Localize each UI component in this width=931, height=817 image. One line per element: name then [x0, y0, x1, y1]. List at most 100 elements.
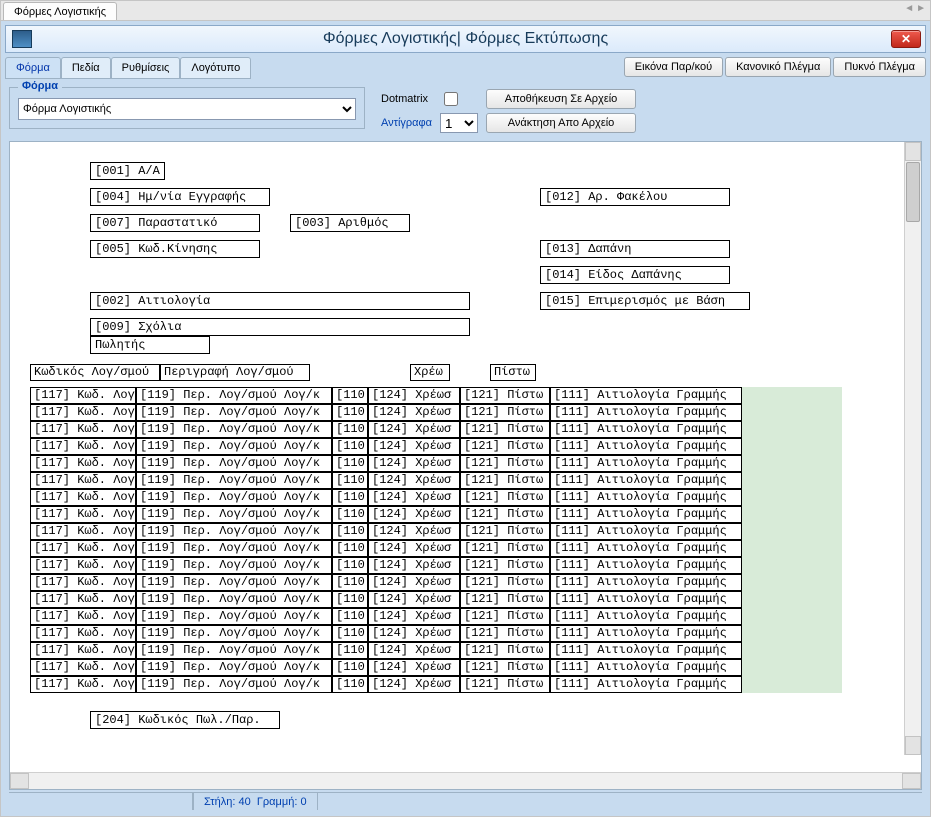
grid-cell-code[interactable]: [117] Κωδ. Λογ [30, 608, 136, 625]
tab-logotypo[interactable]: Λογότυπο [180, 57, 251, 78]
grid-cell-code[interactable]: [117] Κωδ. Λογ [30, 421, 136, 438]
grid-cell-credit[interactable]: [121] Πίστω [460, 506, 550, 523]
grid-cell-code[interactable]: [117] Κωδ. Λογ [30, 455, 136, 472]
grid-cell-col3[interactable]: [110 [332, 489, 368, 506]
grid-cell-col3[interactable]: [110 [332, 523, 368, 540]
grid-cell-code[interactable]: [117] Κωδ. Λογ [30, 523, 136, 540]
grid-cell-col3[interactable]: [110 [332, 642, 368, 659]
grid-cell-credit[interactable]: [121] Πίστω [460, 438, 550, 455]
grid-cell-debit[interactable]: [124] Χρέωσ [368, 574, 460, 591]
vertical-scrollbar-thumb[interactable] [906, 162, 920, 222]
grid-cell-code[interactable]: [117] Κωδ. Λογ [30, 591, 136, 608]
grid-cell-code[interactable]: [117] Κωδ. Λογ [30, 506, 136, 523]
grid-cell-code[interactable]: [117] Κωδ. Λογ [30, 489, 136, 506]
grid-cell-desc[interactable]: [119] Περ. Λογ/σμού Λογ/κ [136, 540, 332, 557]
grid-cell-credit[interactable]: [121] Πίστω [460, 489, 550, 506]
grid-cell-code[interactable]: [117] Κωδ. Λογ [30, 642, 136, 659]
grid-cell-credit[interactable]: [121] Πίστω [460, 574, 550, 591]
field-005-movecode[interactable]: [005] Κωδ.Κίνησης [90, 240, 260, 258]
field-001-aa[interactable]: [001] Α/Α [90, 162, 165, 180]
grid-cell-line-reason[interactable]: [111] Αιτιολογία Γραμμής [550, 387, 742, 404]
field-013-expense[interactable]: [013] Δαπάνη [540, 240, 730, 258]
form-select[interactable]: Φόρμα Λογιστικής [18, 98, 356, 120]
grid-cell-col3[interactable]: [110 [332, 404, 368, 421]
grid-cell-debit[interactable]: [124] Χρέωσ [368, 642, 460, 659]
grid-cell-line-reason[interactable]: [111] Αιτιολογία Γραμμής [550, 659, 742, 676]
grid-cell-credit[interactable]: [121] Πίστω [460, 608, 550, 625]
tab-rythmiseis[interactable]: Ρυθμίσεις [111, 57, 181, 78]
grid-cell-code[interactable]: [117] Κωδ. Λογ [30, 387, 136, 404]
field-003-number[interactable]: [003] Αριθμός [290, 214, 410, 232]
grid-cell-debit[interactable]: [124] Χρέωσ [368, 625, 460, 642]
load-from-file-button[interactable]: Ανάκτηση Απο Αρχείο [486, 113, 636, 133]
document-tab[interactable]: Φόρμες Λογιστικής [3, 2, 117, 20]
grid-cell-col3[interactable]: [110 [332, 472, 368, 489]
grid-cell-debit[interactable]: [124] Χρέωσ [368, 523, 460, 540]
grid-cell-debit[interactable]: [124] Χρέωσ [368, 455, 460, 472]
grid-cell-credit[interactable]: [121] Πίστω [460, 472, 550, 489]
grid-cell-line-reason[interactable]: [111] Αιτιολογία Γραμμής [550, 489, 742, 506]
grid-cell-col3[interactable]: [110 [332, 438, 368, 455]
grid-cell-credit[interactable]: [121] Πίστω [460, 387, 550, 404]
grid-cell-col3[interactable]: [110 [332, 455, 368, 472]
grid-cell-col3[interactable]: [110 [332, 676, 368, 693]
tab-forma[interactable]: Φόρμα [5, 57, 61, 78]
grid-cell-col3[interactable]: [110 [332, 608, 368, 625]
grid-cell-line-reason[interactable]: [111] Αιτιολογία Γραμμής [550, 421, 742, 438]
grid-cell-code[interactable]: [117] Κωδ. Λογ [30, 659, 136, 676]
grid-cell-credit[interactable]: [121] Πίστω [460, 557, 550, 574]
grid-cell-credit[interactable]: [121] Πίστω [460, 676, 550, 693]
grid-cell-line-reason[interactable]: [111] Αιτιολογία Γραμμής [550, 455, 742, 472]
grid-cell-credit[interactable]: [121] Πίστω [460, 455, 550, 472]
grid-cell-desc[interactable]: [119] Περ. Λογ/σμού Λογ/κ [136, 472, 332, 489]
field-015-allocation[interactable]: [015] Επιμερισμός με Βάση [540, 292, 750, 310]
grid-cell-debit[interactable]: [124] Χρέωσ [368, 387, 460, 404]
mode-preview-button[interactable]: Εικόνα Παρ/κού [624, 57, 723, 77]
grid-cell-line-reason[interactable]: [111] Αιτιολογία Γραμμής [550, 438, 742, 455]
grid-cell-credit[interactable]: [121] Πίστω [460, 591, 550, 608]
grid-cell-desc[interactable]: [119] Περ. Λογ/σμού Λογ/κ [136, 676, 332, 693]
grid-cell-line-reason[interactable]: [111] Αιτιολογία Γραμμής [550, 506, 742, 523]
grid-cell-code[interactable]: [117] Κωδ. Λογ [30, 676, 136, 693]
design-canvas-scroll[interactable]: [001] Α/Α [004] Ημ/νία Εγγραφής [012] Αρ… [10, 142, 921, 772]
save-to-file-button[interactable]: Αποθήκευση Σε Αρχείο [486, 89, 636, 109]
field-204-seller-code[interactable]: [204] Κωδικός Πωλ./Παρ. [90, 711, 280, 729]
grid-cell-desc[interactable]: [119] Περ. Λογ/σμού Λογ/κ [136, 455, 332, 472]
grid-cell-code[interactable]: [117] Κωδ. Λογ [30, 472, 136, 489]
grid-header-debit[interactable]: Χρέω [410, 364, 450, 381]
grid-cell-line-reason[interactable]: [111] Αιτιολογία Γραμμής [550, 608, 742, 625]
grid-cell-col3[interactable]: [110 [332, 625, 368, 642]
horizontal-scrollbar[interactable] [10, 772, 921, 789]
grid-cell-code[interactable]: [117] Κωδ. Λογ [30, 404, 136, 421]
tabbar-next-icon[interactable]: ► [916, 3, 926, 14]
grid-cell-debit[interactable]: [124] Χρέωσ [368, 421, 460, 438]
grid-cell-desc[interactable]: [119] Περ. Λογ/σμού Λογ/κ [136, 591, 332, 608]
grid-cell-code[interactable]: [117] Κωδ. Λογ [30, 557, 136, 574]
mode-normal-grid-button[interactable]: Κανονικό Πλέγμα [725, 57, 831, 77]
grid-cell-line-reason[interactable]: [111] Αιτιολογία Γραμμής [550, 557, 742, 574]
grid-cell-desc[interactable]: [119] Περ. Λογ/σμού Λογ/κ [136, 489, 332, 506]
grid-cell-line-reason[interactable]: [111] Αιτιολογία Γραμμής [550, 404, 742, 421]
grid-cell-line-reason[interactable]: [111] Αιτιολογία Γραμμής [550, 676, 742, 693]
field-014-expense-type[interactable]: [014] Είδος Δαπάνης [540, 266, 730, 284]
grid-cell-desc[interactable]: [119] Περ. Λογ/σμού Λογ/κ [136, 659, 332, 676]
grid-cell-desc[interactable]: [119] Περ. Λογ/σμού Λογ/κ [136, 506, 332, 523]
grid-cell-debit[interactable]: [124] Χρέωσ [368, 591, 460, 608]
grid-cell-desc[interactable]: [119] Περ. Λογ/σμού Λογ/κ [136, 404, 332, 421]
grid-cell-desc[interactable]: [119] Περ. Λογ/σμού Λογ/κ [136, 557, 332, 574]
grid-header-credit[interactable]: Πίστω [490, 364, 536, 381]
grid-cell-code[interactable]: [117] Κωδ. Λογ [30, 438, 136, 455]
grid-cell-desc[interactable]: [119] Περ. Λογ/σμού Λογ/κ [136, 438, 332, 455]
grid-cell-col3[interactable]: [110 [332, 659, 368, 676]
field-012-folder[interactable]: [012] Αρ. Φακέλου [540, 188, 730, 206]
grid-cell-credit[interactable]: [121] Πίστω [460, 540, 550, 557]
grid-cell-code[interactable]: [117] Κωδ. Λογ [30, 574, 136, 591]
field-seller[interactable]: Πωλητής [90, 336, 210, 354]
grid-cell-col3[interactable]: [110 [332, 574, 368, 591]
grid-cell-debit[interactable]: [124] Χρέωσ [368, 540, 460, 557]
grid-cell-desc[interactable]: [119] Περ. Λογ/σμού Λογ/κ [136, 523, 332, 540]
grid-cell-col3[interactable]: [110 [332, 591, 368, 608]
grid-cell-credit[interactable]: [121] Πίστω [460, 625, 550, 642]
grid-cell-credit[interactable]: [121] Πίστω [460, 642, 550, 659]
mode-dense-grid-button[interactable]: Πυκνό Πλέγμα [833, 57, 926, 77]
